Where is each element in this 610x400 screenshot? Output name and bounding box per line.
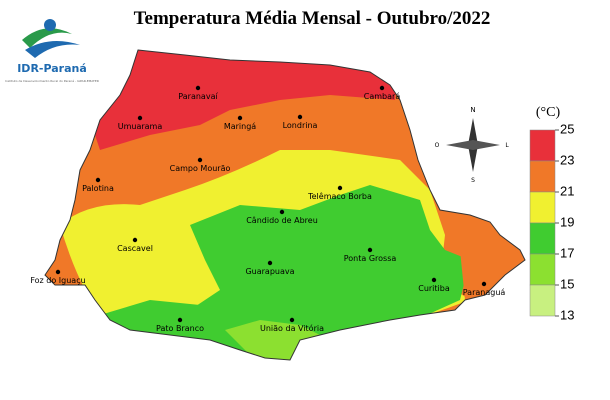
city-dot: [297, 114, 303, 120]
city-label: Cândido de Abreu: [246, 216, 318, 225]
city-dot: [195, 85, 201, 91]
city-label: Cambará: [364, 92, 401, 101]
city-label: Pato Branco: [156, 324, 204, 333]
compass-rose: [446, 140, 500, 150]
city-label: Curitiba: [418, 284, 450, 293]
legend-tick-label: 25: [560, 121, 574, 136]
city-dot: [431, 277, 437, 283]
legend-tick-label: 21: [560, 183, 574, 198]
zone-17-19: [190, 185, 470, 360]
logo-name: IDR-Paraná: [17, 62, 87, 75]
legend-swatch: [529, 129, 556, 162]
city-dot: [267, 260, 273, 266]
city-dot: [237, 115, 243, 121]
city-label: Maringá: [224, 122, 256, 131]
city-label: Paranaguá: [463, 288, 506, 297]
city-label: Cascavel: [117, 244, 153, 253]
city-label: Foz do Iguaçu: [30, 276, 85, 285]
city-dot: [289, 317, 295, 323]
state-outline: [44, 49, 526, 361]
city-dot: [132, 237, 138, 243]
logo-swoosh: [22, 28, 72, 48]
city-dot: [197, 157, 203, 163]
city-dot: [137, 115, 143, 121]
legend-unit: (°C): [536, 105, 561, 120]
compass: N O L S: [435, 106, 510, 184]
title: Temperatura Média Mensal - Outubro/2022: [134, 8, 491, 29]
city-dot: [177, 317, 183, 323]
zone-17-19: [100, 300, 280, 360]
city-label: Campo Mourão: [170, 164, 231, 173]
legend-swatch: [529, 160, 556, 193]
legend-tick-label: 13: [560, 307, 574, 322]
logo-dot: [44, 19, 56, 31]
legend-tick-label: 19: [560, 214, 574, 229]
zone-21-23: [460, 235, 525, 300]
compass-o: O: [435, 142, 440, 149]
legend-tick-label: 23: [560, 152, 574, 167]
city-dot: [95, 177, 101, 183]
compass-n: N: [470, 106, 475, 114]
city-dot: [55, 269, 61, 275]
city-dot: [367, 247, 373, 253]
legend-swatch: [529, 253, 556, 286]
city-dot: [279, 209, 285, 215]
city-label: Ponta Grossa: [344, 254, 397, 263]
legend-swatch: [529, 284, 556, 317]
legend-tick-label: 17: [560, 245, 574, 260]
city-label: Umuarama: [118, 122, 163, 131]
zone-23-25: [90, 50, 400, 150]
compass-l: L: [505, 142, 509, 149]
city-label: Telêmaco Borba: [307, 191, 372, 201]
city-dot: [337, 185, 343, 191]
city-label: União da Vitória: [260, 323, 324, 333]
city-label: Londrina: [283, 121, 318, 130]
logo-subtitle: Instituto de Desenvolvimento Rural do Pa…: [5, 79, 99, 83]
legend: 25 23 21 19 17 15 13: [529, 121, 574, 322]
city-label: Paranavaí: [178, 92, 218, 101]
logo-swoosh: [25, 41, 80, 58]
city-label: Guarapuava: [245, 267, 294, 276]
city-dot: [379, 85, 385, 91]
legend-swatch: [529, 222, 556, 255]
legend-tick-label: 15: [560, 276, 574, 291]
legend-swatch: [529, 191, 556, 224]
city-label: Palotina: [82, 184, 114, 193]
logo: IDR-Paraná Instituto de Desenvolvimento …: [5, 19, 99, 83]
cities: Paranavaí Cambará Umuarama Maringá Londrina C…: [30, 85, 506, 333]
city-dot: [481, 281, 487, 287]
compass-s: S: [471, 177, 475, 184]
